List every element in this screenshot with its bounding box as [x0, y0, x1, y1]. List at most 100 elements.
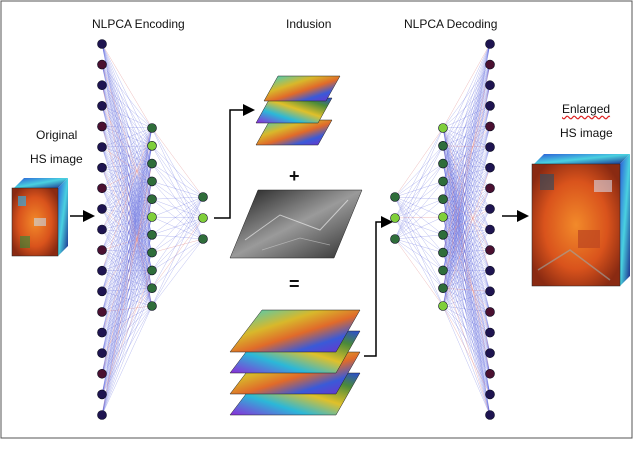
encoder-bottleneck-node	[198, 192, 208, 202]
encoder-edge	[151, 217, 204, 307]
encoder-edge	[101, 145, 153, 416]
decoder-edge	[442, 105, 491, 129]
decoder-edge	[442, 85, 491, 218]
encoder-edge	[151, 199, 204, 219]
decoder-edge	[442, 146, 491, 235]
encoder-edge	[101, 216, 153, 354]
decoder-edge	[442, 229, 491, 253]
decoder-edge	[442, 105, 491, 235]
encoder-edge	[151, 145, 204, 219]
encoder-edge	[151, 217, 204, 289]
encoder-edge	[101, 64, 153, 129]
encoder-edge	[101, 145, 153, 251]
encoder-edge	[151, 238, 204, 307]
encoder-edge	[101, 43, 153, 164]
encoder-edge	[101, 64, 153, 182]
encoder-edge	[101, 181, 153, 354]
encoder-edge	[151, 238, 204, 289]
decoder-edge	[442, 167, 491, 253]
plus-symbol: +	[289, 166, 300, 186]
encoder-edge	[101, 181, 153, 210]
decoder-hidden-node	[438, 176, 448, 187]
decoder-edge	[442, 288, 491, 333]
decoder-edge	[442, 249, 491, 307]
encoder-edge	[151, 217, 204, 253]
decoder-output-node	[485, 80, 495, 91]
encoder-edge	[151, 196, 204, 271]
decoder-edge	[442, 64, 491, 218]
encoder-edge	[101, 163, 153, 354]
encoder-edge	[101, 208, 153, 235]
encoder-edge	[101, 145, 153, 209]
encoder-edge	[101, 181, 153, 271]
decoder-edge	[442, 229, 491, 307]
decoder-edge	[394, 238, 444, 253]
decoder-edge	[442, 288, 491, 395]
encoder-edge	[101, 167, 153, 235]
encoder-edge	[101, 167, 153, 218]
decoder-edge	[394, 196, 444, 307]
indusion-title: Indusion	[286, 17, 332, 31]
encoder-edge	[101, 199, 153, 374]
encoder-edge	[101, 216, 153, 230]
encoder-bottleneck-node	[198, 234, 208, 244]
decoder-edge	[442, 126, 491, 146]
encoder-edge	[101, 163, 153, 374]
decoder-edge	[442, 199, 491, 210]
encoder-edge	[101, 145, 153, 354]
encoder-edge	[101, 145, 153, 292]
encoder-edge	[151, 196, 204, 200]
decoder-edge	[394, 216, 444, 219]
decoder-edge	[442, 43, 491, 253]
decoding-title: NLPCA Decoding	[404, 17, 498, 31]
decoder-edge	[442, 288, 491, 416]
encoder-edge	[101, 145, 153, 168]
encoder-edge	[151, 163, 204, 219]
decoder-edge	[442, 229, 491, 235]
decoder-edge	[394, 234, 444, 240]
decoder-edge	[394, 196, 444, 235]
decoder-edge	[442, 85, 491, 164]
encoder-edge	[101, 127, 153, 374]
encoder-edge	[101, 85, 153, 164]
encoder-edge	[101, 288, 153, 416]
decoder-edge	[442, 43, 491, 218]
decoder-edge	[394, 238, 444, 271]
encoder-connections	[101, 43, 204, 416]
decoder-output-node	[485, 183, 495, 194]
encoder-edge	[101, 163, 153, 189]
encoder-input-node	[97, 39, 107, 49]
decoder-edge	[394, 127, 444, 198]
encoder-edge	[101, 234, 153, 416]
encoder-input-node	[97, 204, 107, 214]
decoder-edge	[394, 145, 444, 198]
decoder-edge	[442, 234, 491, 271]
encoder-edge	[101, 163, 153, 292]
equals-symbol: =	[289, 274, 300, 294]
decoder-edge	[394, 238, 444, 289]
encoder-input-node	[97, 265, 107, 276]
decoder-edge	[394, 217, 444, 289]
encoder-edge	[101, 305, 153, 333]
encoder-edge	[101, 43, 153, 129]
encoder-edge	[151, 217, 204, 271]
arrow-components-to-decoder	[364, 216, 393, 357]
encoder-edge	[101, 199, 153, 251]
encoder-input-node	[97, 410, 107, 420]
encoder-edge	[151, 196, 204, 289]
encoder-edge	[101, 127, 153, 395]
decoder-output-node	[485, 410, 495, 420]
encoder-input-node	[97, 307, 107, 317]
encoder-input-node	[97, 121, 107, 132]
encoder-edge	[101, 270, 153, 416]
decoder-edge	[442, 252, 491, 292]
decoder-edge	[442, 167, 491, 289]
decoder-edge	[442, 105, 491, 253]
encoder-edge	[101, 216, 153, 416]
decoder-edge	[442, 146, 491, 253]
encoder-edge	[101, 181, 153, 251]
decoder-output-node	[485, 121, 495, 132]
encoder-input-node	[97, 245, 107, 255]
decoder-edge	[394, 217, 444, 235]
